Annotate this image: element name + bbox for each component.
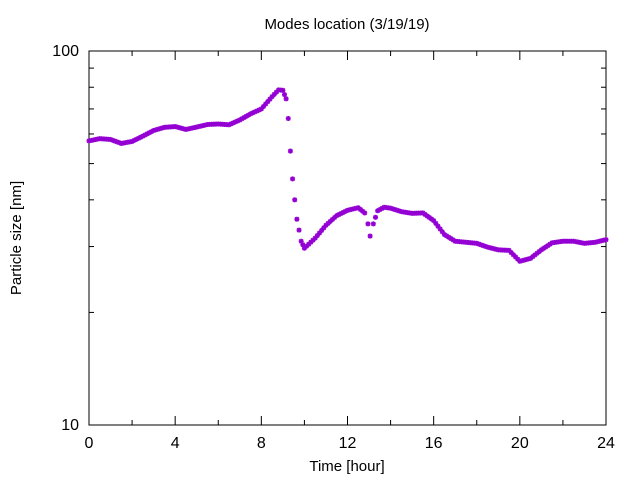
x-tick-label: 20 <box>511 435 529 452</box>
data-point <box>285 115 291 121</box>
data-point <box>281 92 287 98</box>
data-point <box>482 243 488 249</box>
chart-title: Modes location (3/19/19) <box>264 16 429 33</box>
axis-ticks: 0 4 8 12 16 20 24 10 100 <box>52 43 615 452</box>
x-tick-label: 4 <box>171 435 180 452</box>
plot-frame <box>88 50 607 426</box>
x-tick-label: 16 <box>425 435 443 452</box>
x-axis-label: Time [hour] <box>309 458 384 475</box>
data-point <box>294 216 300 222</box>
data-point <box>365 221 371 227</box>
data-point <box>287 148 293 154</box>
x-tick-label: 12 <box>339 435 357 452</box>
data-point <box>296 227 302 233</box>
data-point <box>373 214 379 220</box>
y-axis-label: Particle size [nm] <box>8 181 25 295</box>
data-point <box>280 87 286 93</box>
data-point <box>260 103 266 109</box>
data-point <box>290 176 296 182</box>
data-point <box>362 210 368 216</box>
x-tick-label: 0 <box>85 435 94 452</box>
data-point <box>367 233 373 239</box>
data-series <box>86 87 609 264</box>
y-tick-label: 100 <box>52 43 79 60</box>
data-point <box>370 221 376 227</box>
data-point <box>476 241 482 247</box>
data-point <box>283 96 289 102</box>
x-tick-label: 8 <box>257 435 266 452</box>
x-tick-label: 24 <box>597 435 615 452</box>
data-point <box>292 197 298 203</box>
y-tick-label: 10 <box>61 417 79 434</box>
data-point <box>603 237 609 243</box>
